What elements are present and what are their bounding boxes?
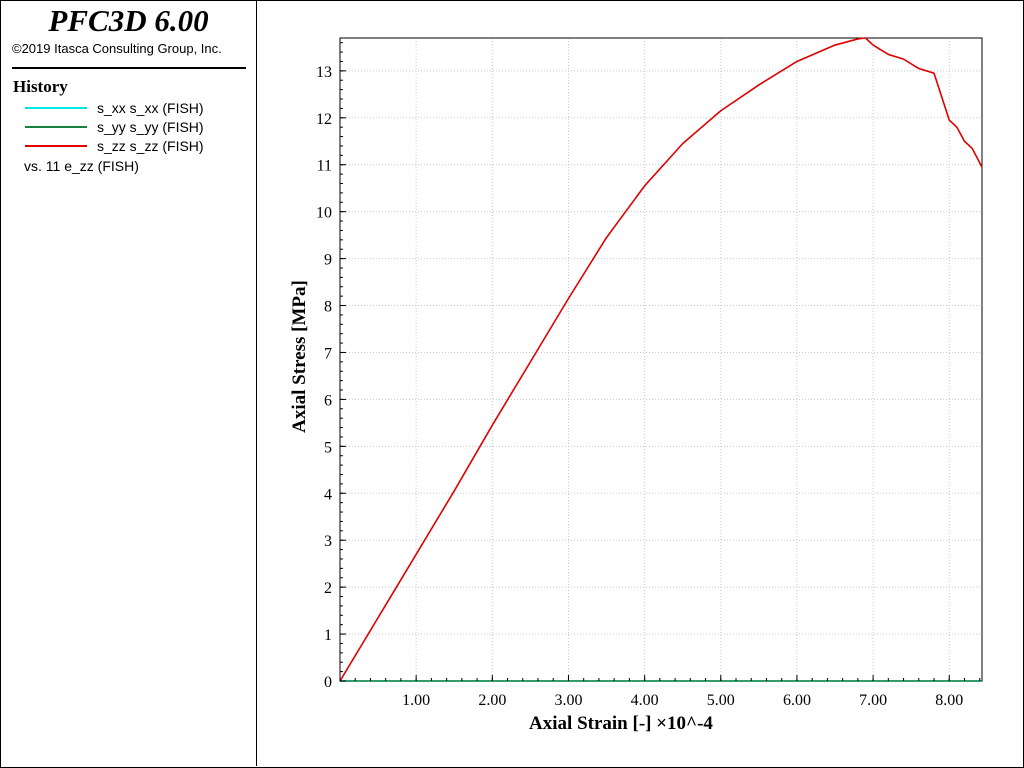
legend-divider (12, 67, 246, 69)
x-tick-label: 1.00 (402, 692, 430, 709)
y-axis-title: Axial Stress [MPa] (289, 280, 310, 433)
legend-label-s-zz: s_zz s_zz (FISH) (97, 138, 204, 154)
x-tick-label: 6.00 (783, 692, 811, 709)
y-tick-label: 2 (324, 580, 332, 597)
y-tick-label: 8 (324, 299, 332, 316)
x-tick-label: 8.00 (935, 692, 963, 709)
legend-label-s-xx: s_xx s_xx (FISH) (97, 100, 204, 116)
y-tick-label: 6 (324, 392, 332, 409)
legend-swatch-s-yy (25, 126, 87, 128)
history-title: History (13, 77, 68, 96)
x-tick-label: 3.00 (554, 692, 582, 709)
y-tick-label: 4 (324, 486, 332, 503)
x-axis-title: Axial Strain [-] ×10^-4 (529, 713, 713, 734)
legend-label-s-yy: s_yy s_yy (FISH) (97, 119, 204, 135)
legend-panel: PFC3D 6.00 ©2019 Itasca Consulting Group… (1, 1, 257, 766)
legend-swatch-s-zz (25, 145, 87, 147)
y-tick-label: 9 (324, 252, 332, 269)
series-layer (339, 37, 983, 682)
y-tick-label: 7 (324, 345, 332, 362)
y-tick-label: 13 (316, 64, 332, 81)
y-tick-label: 12 (316, 111, 332, 128)
y-tick-label: 11 (317, 158, 332, 175)
y-tick-label: 5 (324, 439, 332, 456)
x-tick-label: 4.00 (631, 692, 659, 709)
app-title: PFC3D 6.00 (48, 3, 209, 38)
x-tick-label: 5.00 (707, 692, 735, 709)
y-tick-label: 0 (324, 674, 332, 691)
vs-label: vs. 11 e_zz (FISH) (24, 158, 139, 174)
x-tick-label: 2.00 (478, 692, 506, 709)
ticks: 1.00 2.00 3.00 4.00 5.00 6.00 7.00 8.0001234567… (316, 42, 981, 709)
history-chart: 1.00 2.00 3.00 4.00 5.00 6.00 7.00 8.0001234567… (289, 37, 983, 734)
x-tick-label: 7.00 (859, 692, 887, 709)
y-tick-label: 3 (324, 533, 332, 550)
y-tick-label: 1 (324, 627, 332, 644)
legend-swatch-s-xx (25, 107, 87, 109)
series-line-s-zz (339, 37, 983, 682)
y-tick-label: 10 (316, 205, 332, 222)
grid (340, 38, 982, 681)
plot-frame (339, 37, 983, 682)
copyright-text: ©2019 Itasca Consulting Group, Inc. (12, 41, 222, 56)
